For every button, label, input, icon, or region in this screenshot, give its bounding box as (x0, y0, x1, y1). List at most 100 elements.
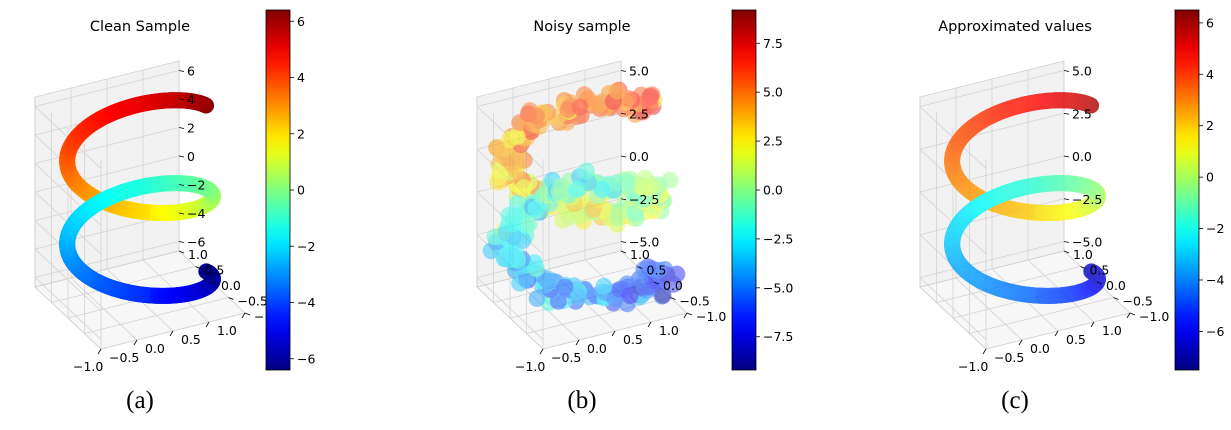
colorbar: −7.5 −5.0 −2.5 0.0 2.5 5.0 7.5 (731, 9, 793, 371)
data-point (606, 290, 624, 308)
data-point (623, 197, 641, 215)
data-point (549, 108, 567, 126)
data-point (603, 203, 621, 221)
data-point (650, 176, 668, 194)
data-point (593, 208, 610, 226)
data-point (599, 182, 617, 200)
chart-title: Approximated values (938, 19, 1092, 35)
data-point (656, 261, 674, 278)
data-point (539, 272, 557, 290)
data-point (600, 85, 618, 102)
data-point (520, 197, 538, 215)
y-tick-label: 0.5 (205, 263, 225, 278)
data-point (496, 139, 514, 157)
data-point (652, 202, 670, 220)
panel-1: −6−4−20246−1.0−0.50.00.51.0−1.0−0.50.00.… (34, 9, 315, 414)
z-axis: −5.0 −2.5 0.0 2.5 5.0 (1063, 64, 1102, 250)
x-axis: −1.0 −0.5 0.0 0.5 1.0 (515, 312, 688, 374)
colorbar-tick-label: −2.5 (763, 231, 793, 246)
data-point (505, 158, 522, 175)
data-point (565, 195, 583, 213)
data-point (608, 174, 625, 192)
data-point (513, 116, 531, 134)
data-point (645, 91, 663, 109)
data-point (488, 233, 506, 251)
data-point (643, 271, 661, 289)
data-point (503, 250, 520, 268)
data-point (649, 273, 666, 291)
data-point (545, 183, 562, 201)
data-point (636, 193, 654, 211)
data-point (664, 275, 682, 293)
data-point (644, 270, 662, 287)
data-point (639, 192, 657, 210)
data-point (508, 127, 526, 145)
data-point (653, 287, 671, 305)
data-point (618, 176, 636, 194)
data-point (534, 277, 552, 295)
data-point (630, 288, 648, 306)
y-tick-label: −1.0 (696, 309, 726, 324)
data-point (562, 97, 580, 115)
data-point (521, 102, 539, 120)
data-point (519, 201, 537, 219)
data-point (594, 283, 612, 301)
data-point (620, 97, 638, 115)
data-point (507, 175, 524, 193)
data-point (629, 175, 647, 193)
data-point (500, 215, 518, 233)
x-tick-label: −1.0 (73, 359, 103, 374)
data-point (486, 228, 504, 246)
data-point (648, 184, 666, 202)
data-point (646, 267, 664, 285)
data-point (654, 192, 672, 210)
z-tick-label: 2 (187, 121, 195, 136)
data-point (600, 178, 618, 195)
z-tick-label: 2.5 (629, 106, 649, 121)
data-point (620, 180, 638, 198)
x-tick-label: 0.0 (145, 341, 165, 356)
data-point (562, 191, 580, 208)
data-point (577, 162, 595, 180)
data-point (574, 197, 592, 215)
data-point (560, 208, 578, 226)
data-point (623, 176, 641, 194)
y-axis: −1.0−0.50.00.51.0 (620, 247, 726, 324)
data-point (574, 212, 592, 230)
data-point (609, 209, 627, 227)
y-axis: −1.0−0.50.00.51.0 (178, 247, 284, 324)
y-tick-label: 0.5 (647, 263, 667, 278)
scatter-points (482, 81, 686, 313)
data-point (651, 271, 669, 289)
data-point (508, 188, 526, 206)
data-point (621, 170, 639, 188)
data-point (495, 222, 513, 240)
colorbar-tick-label: −6 (297, 351, 315, 366)
x-tick-label: −0.5 (551, 350, 581, 365)
data-point (642, 273, 660, 291)
data-point (509, 254, 527, 272)
data-point (503, 154, 521, 172)
data-point (528, 184, 546, 202)
data-point (569, 180, 587, 198)
data-point (641, 179, 659, 197)
data-point (502, 250, 519, 268)
data-point (661, 171, 679, 189)
data-point (502, 149, 520, 167)
data-point (571, 168, 589, 186)
data-point (629, 96, 647, 114)
data-point (540, 294, 558, 312)
z-axis: −5.0 −2.5 0.0 2.5 5.0 (620, 64, 659, 250)
z-tick-label: 2.5 (1072, 106, 1092, 121)
data-point (521, 200, 539, 218)
data-point (514, 231, 532, 249)
data-point (571, 98, 589, 116)
data-point (505, 207, 523, 225)
data-point (522, 176, 540, 194)
data-point (606, 91, 624, 109)
colorbar-tick-label: 5.0 (763, 85, 783, 100)
data-point (515, 270, 533, 288)
data-point (498, 150, 516, 167)
data-point (505, 247, 523, 265)
data-point (644, 187, 662, 205)
